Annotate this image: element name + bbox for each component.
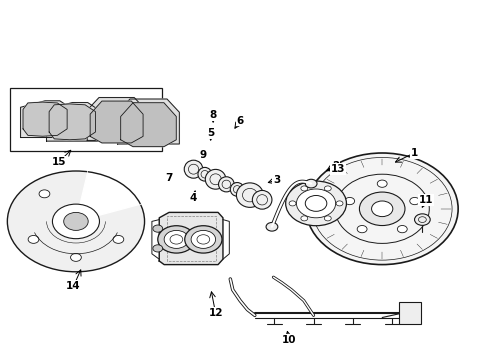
Circle shape [289, 201, 296, 206]
Text: 7: 7 [165, 173, 173, 183]
Circle shape [164, 230, 189, 248]
Ellipse shape [198, 167, 212, 181]
Text: 10: 10 [282, 335, 296, 345]
Text: 12: 12 [208, 308, 223, 318]
Text: 6: 6 [237, 116, 244, 126]
Circle shape [377, 180, 387, 187]
Circle shape [410, 197, 419, 205]
Text: 15: 15 [51, 157, 66, 167]
Polygon shape [159, 212, 223, 265]
Polygon shape [47, 103, 98, 141]
Circle shape [336, 201, 343, 206]
Circle shape [153, 225, 163, 232]
Circle shape [306, 153, 458, 265]
Text: 2: 2 [332, 161, 339, 171]
Circle shape [52, 204, 99, 239]
Text: 8: 8 [210, 110, 217, 120]
Circle shape [324, 216, 331, 221]
Circle shape [191, 230, 216, 248]
Wedge shape [76, 170, 143, 221]
Bar [10, 88, 162, 151]
Circle shape [301, 186, 308, 191]
Bar [399, 302, 421, 324]
Circle shape [296, 189, 336, 218]
Polygon shape [23, 102, 67, 136]
Ellipse shape [230, 183, 244, 196]
Circle shape [7, 171, 145, 272]
Circle shape [153, 245, 163, 252]
Ellipse shape [184, 160, 203, 178]
Ellipse shape [252, 190, 272, 209]
Polygon shape [90, 101, 143, 143]
Circle shape [185, 226, 222, 253]
Text: 3: 3 [273, 175, 280, 185]
Polygon shape [21, 101, 70, 138]
Text: 4: 4 [190, 193, 197, 203]
Circle shape [286, 181, 346, 226]
Circle shape [397, 225, 407, 233]
Circle shape [357, 225, 367, 233]
Circle shape [266, 222, 278, 231]
Polygon shape [118, 99, 179, 144]
Text: 14: 14 [66, 281, 81, 291]
Text: 13: 13 [331, 164, 345, 174]
Circle shape [345, 197, 355, 205]
Circle shape [305, 179, 317, 188]
Circle shape [301, 216, 308, 221]
Polygon shape [121, 103, 176, 147]
Circle shape [71, 253, 81, 261]
Circle shape [371, 201, 393, 217]
Circle shape [28, 235, 39, 243]
Text: 11: 11 [419, 195, 434, 205]
Polygon shape [87, 98, 146, 140]
Circle shape [324, 186, 331, 191]
Circle shape [359, 192, 405, 225]
Ellipse shape [219, 177, 234, 192]
Text: 5: 5 [207, 128, 214, 138]
Text: 1: 1 [411, 148, 417, 158]
Text: 9: 9 [200, 150, 207, 160]
Circle shape [113, 235, 124, 243]
Circle shape [158, 226, 195, 253]
Ellipse shape [237, 183, 264, 207]
Polygon shape [49, 104, 96, 140]
Circle shape [39, 190, 50, 198]
Circle shape [64, 212, 88, 230]
Circle shape [415, 214, 430, 225]
Ellipse shape [205, 169, 226, 189]
